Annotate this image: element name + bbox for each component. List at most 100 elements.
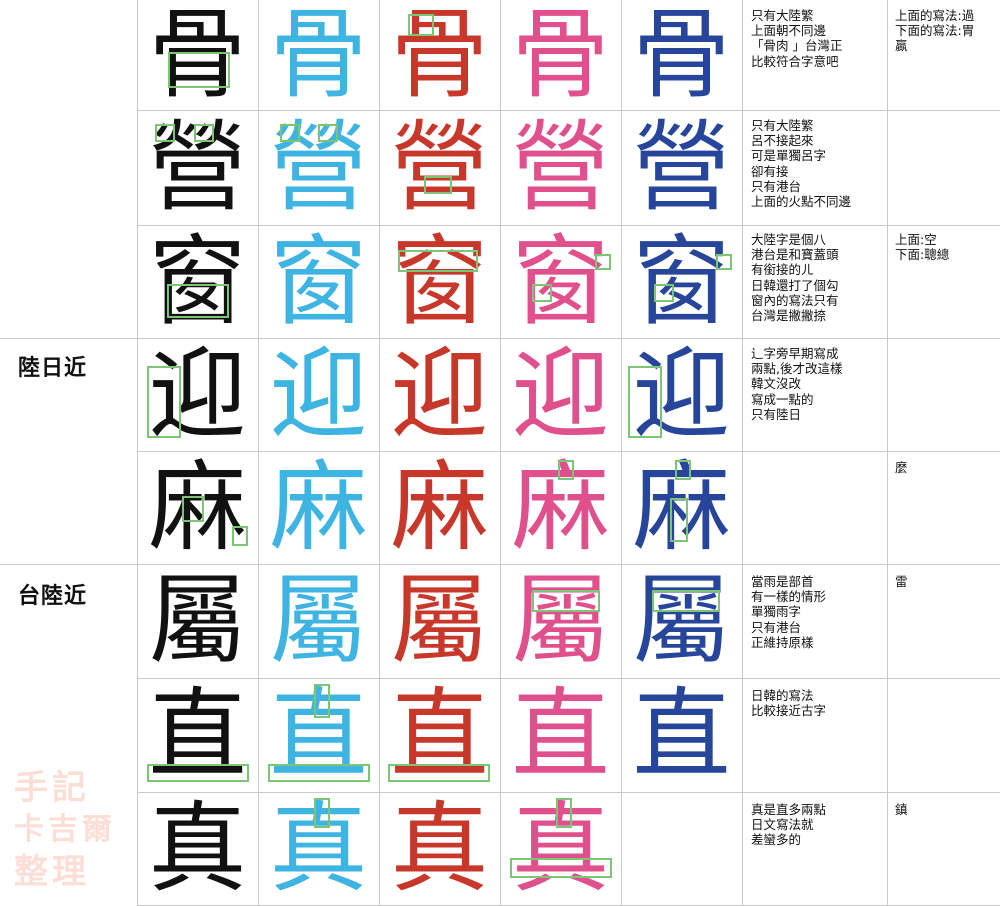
glyph-taiwan: 屬 — [269, 564, 368, 678]
glyph-cell-japan: 真 — [137, 792, 258, 905]
glyph-mainland: 營 — [632, 110, 731, 225]
glyph-cell-taiwan: 骨 — [258, 0, 379, 110]
related-chars-text: 雷 — [895, 574, 908, 589]
glyph-taiwan: 直 — [269, 678, 368, 792]
glyph-cell-mainland-empty — [621, 792, 742, 905]
glyph-mainland: 麻 — [632, 450, 731, 565]
grid-line — [0, 564, 1000, 565]
glyph-cell-mainland: 營 — [621, 110, 742, 225]
note-text: 只有大陸繁 呂不接起來 可是單獨呂字 卻有接 只有港台 上面的火點不同邊 — [751, 118, 852, 210]
glyph-hongkong: 麻 — [390, 450, 489, 565]
glyph-cell-mainland: 直 — [621, 678, 742, 792]
glyph-mainland: 窗 — [632, 224, 731, 339]
glyph-cell-korea: 直 — [500, 678, 621, 792]
grid-line — [137, 0, 138, 906]
glyph-cell-japan: 屬 — [137, 564, 258, 678]
glyph-cell-japan: 窗 — [137, 225, 258, 338]
glyph-japan: 直 — [148, 678, 247, 792]
glyph-taiwan: 麻 — [269, 450, 368, 565]
grid-line — [137, 678, 1000, 679]
note-text: 當雨是部首 有一樣的情形 單獨雨字 只有港台 正維持原樣 — [751, 574, 827, 650]
glyph-cell-hongkong: 迎 — [379, 338, 500, 451]
glyph-cell-hongkong: 骨 — [379, 0, 500, 110]
grid-line — [379, 0, 380, 906]
glyph-mainland: 直 — [632, 678, 731, 792]
related-chars-text: 麼 — [895, 460, 908, 475]
glyph-hongkong: 迎 — [390, 337, 489, 452]
watermark-line-2: 卡吉爾 — [14, 812, 116, 847]
note-text: 日韓的寫法 比較接近古字 — [751, 688, 827, 719]
glyph-korea: 真 — [511, 791, 610, 906]
watermark-line-3: 整理 — [14, 852, 90, 892]
glyph-taiwan: 迎 — [269, 337, 368, 452]
glyph-cell-korea: 骨 — [500, 0, 621, 110]
glyph-cell-japan: 迎 — [137, 338, 258, 451]
glyph-cell-mainland: 骨 — [621, 0, 742, 110]
glyph-cell-taiwan: 迎 — [258, 338, 379, 451]
glyph-cell-japan: 骨 — [137, 0, 258, 110]
glyph-cell-taiwan: 直 — [258, 678, 379, 792]
glyph-cell-mainland: 屬 — [621, 564, 742, 678]
glyph-cell-korea: 屬 — [500, 564, 621, 678]
glyph-cell-japan: 直 — [137, 678, 258, 792]
glyph-cell-hongkong: 窗 — [379, 225, 500, 338]
glyph-japan: 窗 — [148, 224, 247, 339]
glyph-hongkong: 屬 — [390, 564, 489, 678]
glyph-hongkong: 真 — [390, 791, 489, 906]
glyph-cell-hongkong: 屬 — [379, 564, 500, 678]
watermark-line-1: 手記 — [14, 768, 90, 808]
grid-line — [137, 792, 1000, 793]
glyph-cell-hongkong: 麻 — [379, 451, 500, 564]
glyph-cell-taiwan: 麻 — [258, 451, 379, 564]
glyph-japan: 真 — [148, 791, 247, 906]
glyph-korea: 營 — [511, 110, 610, 225]
glyph-mainland: 屬 — [632, 564, 731, 678]
glyph-cell-japan: 麻 — [137, 451, 258, 564]
glyph-cell-mainland: 窗 — [621, 225, 742, 338]
glyph-japan: 迎 — [148, 337, 247, 452]
glyph-cell-taiwan: 屬 — [258, 564, 379, 678]
glyph-japan: 屬 — [148, 564, 247, 678]
glyph-japan: 麻 — [148, 450, 247, 565]
note-text: 真是直多兩點 日文寫法就 差蠻多的 — [751, 802, 827, 848]
glyph-hongkong: 直 — [390, 678, 489, 792]
grid-line — [137, 110, 1000, 111]
grid-line — [0, 338, 1000, 339]
grid-line — [621, 0, 622, 906]
glyph-japan: 營 — [148, 110, 247, 225]
grid-line — [887, 0, 888, 906]
grid-line — [137, 225, 1000, 226]
glyph-cell-mainland: 麻 — [621, 451, 742, 564]
related-chars-text: 上面的寫法:過 下面的寫法:胃 贏 — [895, 8, 975, 54]
glyph-cell-korea: 窗 — [500, 225, 621, 338]
glyph-japan: 骨 — [148, 0, 247, 112]
grid-line — [500, 0, 501, 906]
grid-line — [258, 0, 259, 906]
note-text: 只有大陸繁 上面朝不同邊 「骨肉 」台灣正 比較符合字意吧 — [751, 8, 843, 69]
glyph-korea: 麻 — [511, 450, 610, 565]
grid-line — [742, 0, 743, 906]
glyph-taiwan: 真 — [269, 791, 368, 906]
glyph-hongkong: 窗 — [390, 224, 489, 339]
glyph-taiwan: 營 — [269, 110, 368, 225]
glyph-cell-taiwan: 營 — [258, 110, 379, 225]
glyph-taiwan: 骨 — [269, 0, 368, 112]
glyph-cell-korea: 營 — [500, 110, 621, 225]
glyph-cell-taiwan: 真 — [258, 792, 379, 905]
glyph-mainland: 迎 — [632, 337, 731, 452]
glyph-hongkong: 營 — [390, 110, 489, 225]
grid-line — [137, 451, 1000, 452]
glyph-cell-hongkong: 真 — [379, 792, 500, 905]
related-chars-text: 鎮 — [895, 802, 908, 817]
section-label-mainland-japan: 陸日近 — [18, 356, 88, 381]
glyph-korea: 窗 — [511, 224, 610, 339]
note-text: 辶字旁早期寫成 兩點,後才改這樣 韓文沒改 寫成一點的 只有陸日 — [751, 346, 843, 422]
glyph-cell-japan: 營 — [137, 110, 258, 225]
glyph-mainland: 骨 — [632, 0, 731, 112]
glyph-hongkong: 骨 — [390, 0, 489, 112]
glyph-korea: 直 — [511, 678, 610, 792]
related-chars-text: 上面:空 下面:聰總 — [895, 232, 950, 263]
glyph-korea: 屬 — [511, 564, 610, 678]
glyph-taiwan: 窗 — [269, 224, 368, 339]
